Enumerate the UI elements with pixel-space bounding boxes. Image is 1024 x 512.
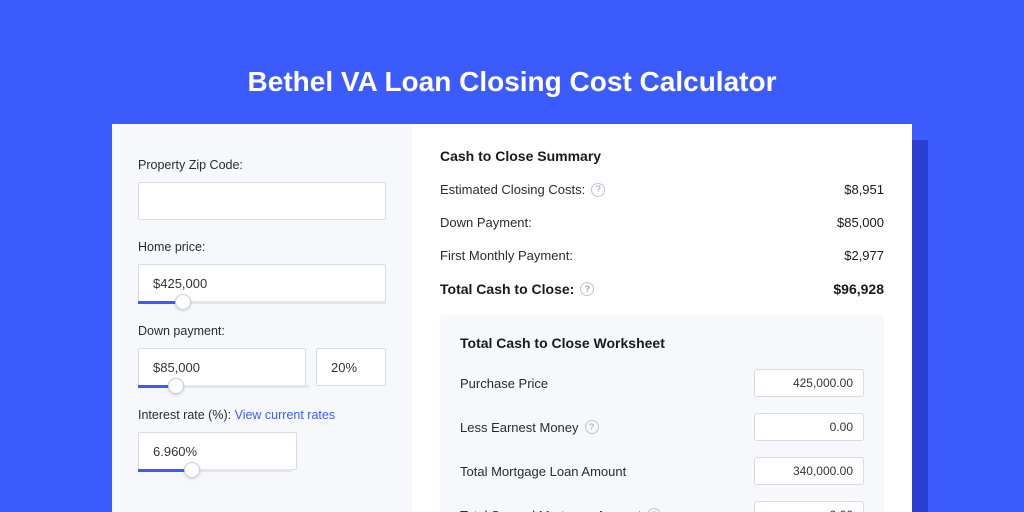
down-payment-slider[interactable] [138,385,309,388]
summary-row-value: $2,977 [844,248,884,263]
page-title: Bethel VA Loan Closing Cost Calculator [0,0,1024,98]
view-rates-link[interactable]: View current rates [235,408,336,422]
worksheet-row: Purchase Price [460,369,864,397]
worksheet-row: Less Earnest Money ? [460,413,864,441]
summary-row-value: $8,951 [844,182,884,197]
home-price-slider-thumb[interactable] [175,294,191,310]
summary-title: Cash to Close Summary [440,148,884,164]
worksheet-row: Total Second Mortgage Amount ? [460,501,864,512]
worksheet-row-label: Total Mortgage Loan Amount [460,464,626,479]
down-payment-pct-input[interactable] [316,348,386,386]
summary-total-row: Total Cash to Close: ? $96,928 [440,281,884,297]
zip-input[interactable] [138,182,386,220]
summary-row-label: Estimated Closing Costs: [440,182,585,197]
home-price-label: Home price: [138,240,386,254]
down-payment-input[interactable] [138,348,306,386]
worksheet-input[interactable] [754,369,864,397]
inputs-panel: Property Zip Code: Home price: Down paym… [112,124,412,512]
summary-row: First Monthly Payment: $2,977 [440,248,884,263]
summary-row: Estimated Closing Costs: ? $8,951 [440,182,884,197]
worksheet-title: Total Cash to Close Worksheet [460,335,864,351]
summary-row: Down Payment: $85,000 [440,215,884,230]
worksheet-row: Total Mortgage Loan Amount [460,457,864,485]
worksheet-input[interactable] [754,457,864,485]
worksheet-input[interactable] [754,501,864,512]
summary-total-label: Total Cash to Close: [440,281,574,297]
down-payment-slider-thumb[interactable] [168,378,184,394]
worksheet-panel: Total Cash to Close Worksheet Purchase P… [440,315,884,512]
summary-row-label: First Monthly Payment: [440,248,573,263]
worksheet-row-label: Less Earnest Money [460,420,579,435]
worksheet-row-label: Total Second Mortgage Amount [460,508,641,512]
field-interest-rate: Interest rate (%): View current rates [138,408,386,472]
worksheet-input[interactable] [754,413,864,441]
worksheet-row-label: Purchase Price [460,376,548,391]
interest-rate-label: Interest rate (%): View current rates [138,408,386,422]
help-icon[interactable]: ? [647,508,661,512]
summary-row-value: $85,000 [837,215,884,230]
down-payment-label: Down payment: [138,324,386,338]
field-home-price: Home price: [138,240,386,304]
interest-rate-slider-thumb[interactable] [184,462,200,478]
home-price-slider[interactable] [138,301,386,304]
summary-total-value: $96,928 [833,281,884,297]
zip-label: Property Zip Code: [138,158,386,172]
help-icon[interactable]: ? [580,282,594,296]
calculator-card: Property Zip Code: Home price: Down paym… [112,124,912,512]
interest-rate-label-text: Interest rate (%): [138,408,231,422]
summary-row-label: Down Payment: [440,215,532,230]
field-down-payment: Down payment: [138,324,386,388]
help-icon[interactable]: ? [585,420,599,434]
help-icon[interactable]: ? [591,183,605,197]
summary-panel: Cash to Close Summary Estimated Closing … [412,124,912,512]
interest-rate-slider[interactable] [138,469,292,472]
field-zip: Property Zip Code: [138,158,386,220]
interest-rate-input[interactable] [138,432,297,470]
